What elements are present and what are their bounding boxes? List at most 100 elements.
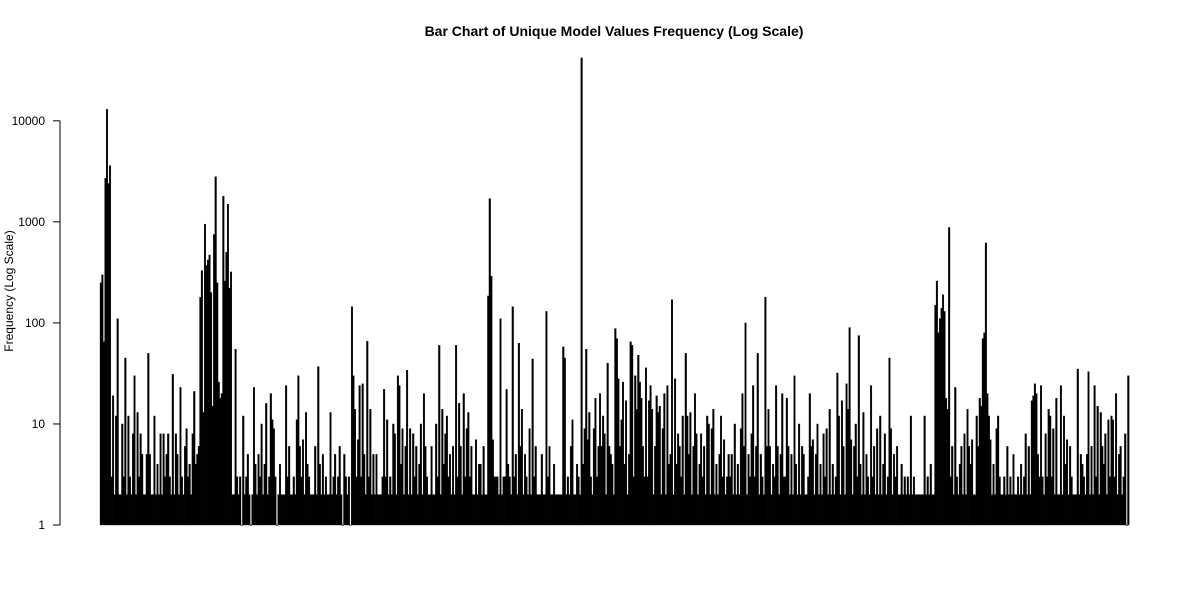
bar <box>1006 446 1009 526</box>
bar <box>240 524 243 526</box>
bar <box>179 387 182 526</box>
bar <box>445 415 448 526</box>
bar <box>744 322 747 526</box>
bar <box>248 494 251 526</box>
bar <box>948 227 951 526</box>
bar <box>124 357 127 526</box>
bar <box>776 446 779 526</box>
bar <box>438 345 441 526</box>
y-tick-label: 10 <box>32 417 46 431</box>
y-tick-label: 1000 <box>18 215 45 229</box>
bar <box>960 446 963 526</box>
bar <box>923 415 926 526</box>
bar <box>452 446 455 526</box>
bar <box>723 439 726 526</box>
bar <box>239 476 242 526</box>
bar <box>802 454 805 526</box>
bar <box>631 345 634 526</box>
bar <box>671 299 673 526</box>
bar <box>109 165 112 526</box>
bar <box>260 423 263 526</box>
bar <box>873 446 876 526</box>
bar <box>171 374 174 526</box>
bar <box>883 433 886 526</box>
bar <box>321 454 324 526</box>
bar <box>769 446 771 526</box>
bar <box>548 446 551 526</box>
bar <box>534 446 537 526</box>
bar <box>133 375 136 526</box>
bar <box>674 378 677 526</box>
bar <box>896 446 899 526</box>
bar <box>334 454 337 526</box>
bar <box>644 367 647 526</box>
bar <box>854 423 857 526</box>
bar <box>520 409 523 526</box>
bar <box>430 446 433 526</box>
bar <box>1024 433 1027 526</box>
bar <box>870 385 873 526</box>
bar <box>1115 393 1118 526</box>
bar <box>1055 398 1058 526</box>
bar <box>954 387 957 526</box>
bar <box>288 446 291 526</box>
bar <box>470 446 473 526</box>
bar <box>848 327 851 526</box>
bar <box>666 385 669 526</box>
bar <box>317 366 320 526</box>
bar <box>540 454 543 526</box>
bar <box>1012 454 1015 526</box>
bar <box>1096 406 1099 526</box>
bar <box>879 415 882 526</box>
bar <box>505 389 508 526</box>
bar <box>393 433 396 526</box>
bar <box>997 415 1000 526</box>
bar <box>340 494 343 526</box>
bar <box>482 446 485 526</box>
bar <box>733 423 736 526</box>
bar <box>127 415 130 526</box>
bar <box>230 271 232 526</box>
bar <box>511 306 514 526</box>
bar <box>462 393 465 526</box>
bar <box>136 412 139 526</box>
bar <box>790 454 793 526</box>
bar <box>862 412 865 526</box>
bar <box>242 415 245 526</box>
bar <box>448 454 451 526</box>
bar <box>435 423 438 526</box>
bar <box>341 524 344 526</box>
bar <box>603 433 606 526</box>
bar <box>275 524 278 526</box>
bar <box>625 400 628 526</box>
bar <box>816 423 819 526</box>
bar <box>787 446 790 526</box>
bar <box>193 391 196 526</box>
bar <box>1112 419 1114 526</box>
bar <box>730 454 733 526</box>
bar <box>112 395 115 526</box>
bar <box>249 524 252 526</box>
bar <box>703 446 706 526</box>
bar <box>1093 385 1096 526</box>
bar <box>398 385 401 526</box>
bar <box>842 446 845 526</box>
bar <box>1119 446 1122 526</box>
bar <box>681 415 684 526</box>
bar <box>1107 419 1110 526</box>
bar <box>531 358 534 526</box>
bar <box>1104 433 1107 526</box>
y-axis: 1 10 100 1000 10000 <box>12 114 61 532</box>
bar <box>148 454 151 526</box>
bar <box>153 415 156 526</box>
bar <box>606 362 609 526</box>
bar <box>517 343 520 526</box>
bar <box>265 403 268 526</box>
bar <box>909 415 912 526</box>
bar <box>764 296 767 526</box>
bar <box>1052 428 1055 526</box>
bar <box>798 423 801 526</box>
bar <box>1049 415 1052 526</box>
bar <box>828 409 831 526</box>
bar <box>475 439 477 526</box>
